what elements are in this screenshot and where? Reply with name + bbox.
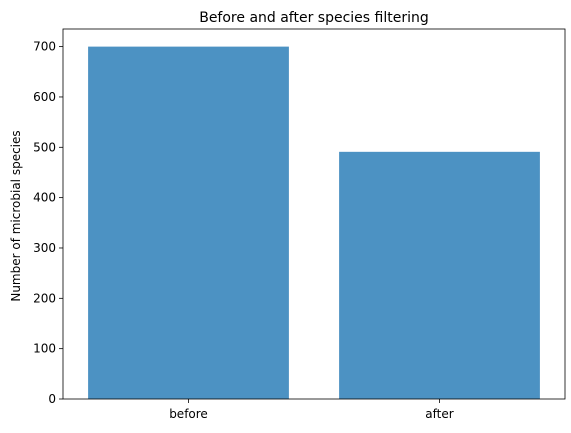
bar-before (88, 46, 289, 399)
y-axis-title: Number of microbial species (9, 130, 23, 301)
x-tick-label: before (169, 407, 208, 421)
bar-after (339, 151, 540, 399)
y-tick-label: 300 (33, 241, 56, 255)
y-tick-label: 700 (33, 40, 56, 54)
y-tick-label: 100 (33, 342, 56, 356)
y-tick-label: 600 (33, 90, 56, 104)
y-tick-label: 400 (33, 191, 56, 205)
y-tick-label: 200 (33, 291, 56, 305)
chart-title: Before and after species filtering (199, 10, 429, 26)
x-tick-label: after (425, 407, 453, 421)
y-axis-ticks: 0 100 200 300 400 500 600 700 (33, 40, 63, 406)
x-axis-ticks: before after (169, 399, 454, 421)
bars-group (88, 46, 540, 399)
y-tick-label: 0 (48, 392, 56, 406)
y-tick-label: 500 (33, 140, 56, 154)
plot-frame (62, 28, 566, 400)
